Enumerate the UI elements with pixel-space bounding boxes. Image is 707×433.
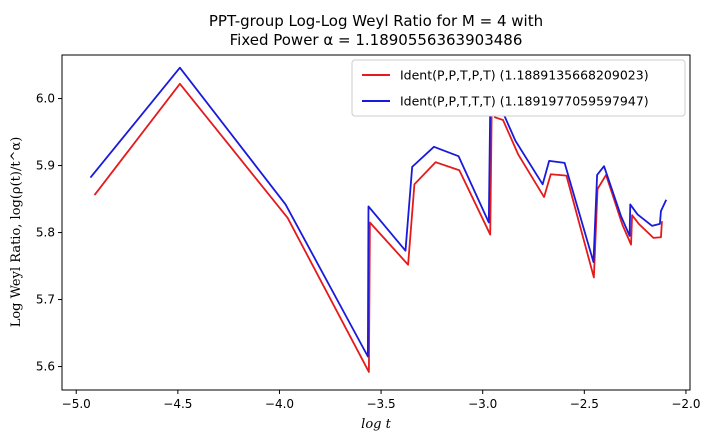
y-axis-label: Log Weyl Ratio, log(ρ(t)/t^α)	[9, 137, 24, 328]
x-tick-label: −4.5	[163, 397, 192, 411]
legend-label-2: Ident(P,P,T,T,T) (1.1891977059597947)	[400, 94, 649, 109]
x-tick-label: −4.0	[265, 397, 294, 411]
x-axis-label: log t	[361, 417, 391, 432]
x-tick-label: −2.0	[671, 397, 700, 411]
y-tick-label: 5.8	[36, 226, 55, 240]
x-tick-label: −3.5	[367, 397, 396, 411]
y-tick-label: 5.7	[36, 293, 55, 307]
x-tick-label: −2.5	[570, 397, 599, 411]
y-tick-label: 5.6	[36, 360, 55, 374]
x-axis-ticks: −5.0 −4.5 −4.0 −3.5 −3.0 −2.5 −2.0	[62, 390, 701, 411]
x-tick-label: −5.0	[62, 397, 91, 411]
series-line-2	[89, 66, 668, 358]
x-tick-label: −3.0	[468, 397, 497, 411]
y-tick-label: 5.9	[36, 159, 55, 173]
y-tick-label: 6.0	[36, 92, 55, 106]
y-axis-ticks: 5.6 5.7 5.8 5.9 6.0	[36, 92, 62, 374]
series-line-1	[93, 82, 663, 373]
chart-legend: Ident(P,P,T,P,T) (1.1889135668209023) Ide…	[351, 59, 686, 117]
legend-label-1: Ident(P,P,T,P,T) (1.1889135668209023)	[400, 68, 649, 83]
chart-title-line2: Fixed Power α = 1.1890556363903486	[230, 31, 523, 49]
series-layer	[89, 66, 668, 373]
legend-box	[351, 59, 686, 117]
chart-title-line1: PPT-group Log-Log Weyl Ratio for M = 4 w…	[209, 12, 543, 30]
